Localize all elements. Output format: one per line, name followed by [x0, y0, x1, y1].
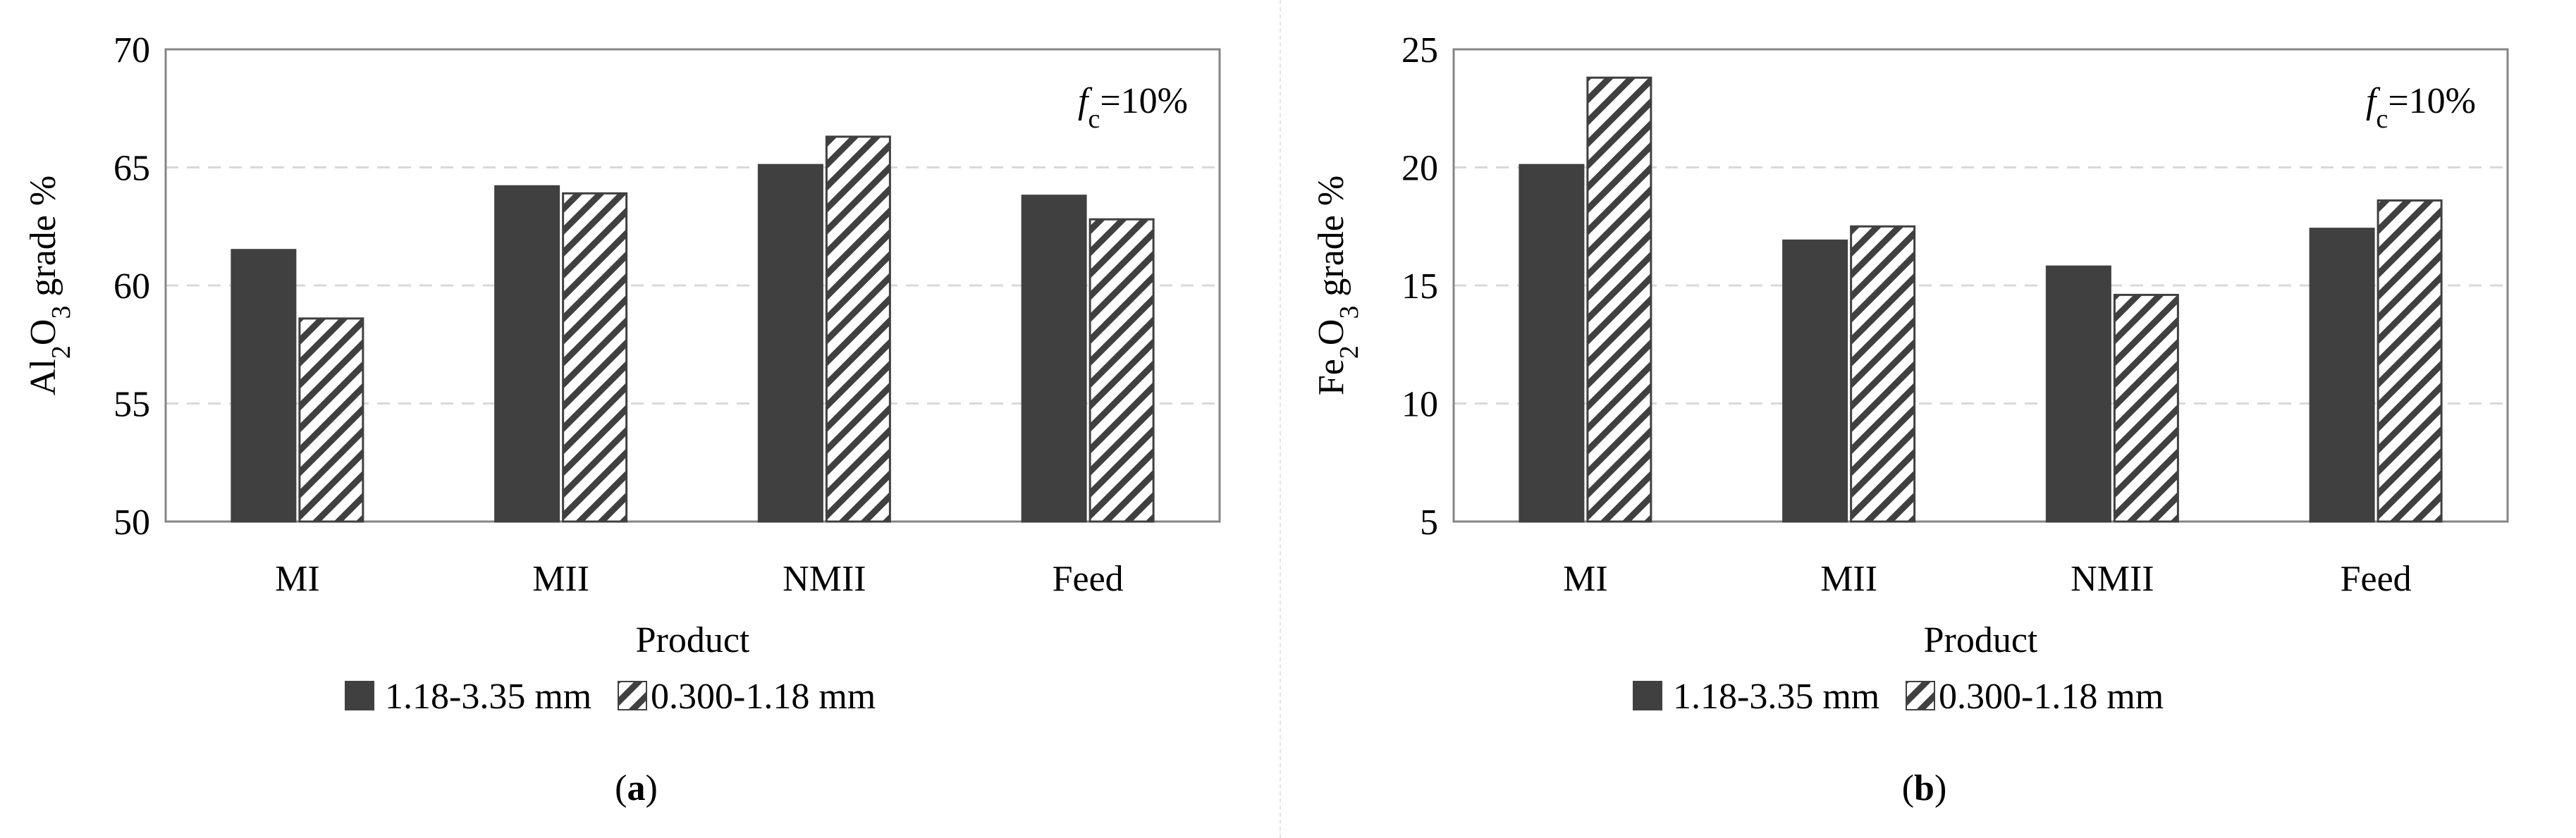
bar-mi-series-2 — [298, 317, 364, 523]
bar-mii-series-2 — [1850, 225, 1916, 523]
bar-nmii-series-2 — [2113, 293, 2179, 523]
y-tick-label: 10 — [1402, 385, 1438, 425]
x-category-label: MI — [275, 559, 320, 599]
plot-frame — [164, 48, 1221, 523]
chart-panel-a: 50 55 60 65 70 MI MII NMII Feed Product Al2O3 grad… — [23, 30, 1221, 808]
y-tick-label: 60 — [114, 266, 150, 307]
bar-nmii-series-2 — [825, 135, 891, 523]
y-tick-label: 5 — [1420, 503, 1438, 543]
bar-mi-series-1 — [1519, 164, 1585, 523]
x-category-label: Feed — [1053, 559, 1124, 599]
bar-nmii-series-1 — [757, 164, 823, 523]
x-category-label: MII — [1820, 559, 1877, 599]
legend-label: 0.300-1.18 mm — [651, 677, 876, 717]
chart-a: 50 55 60 65 70 MI MII NMII Feed Product Al2O3 grad… — [23, 30, 1221, 808]
legend: 1.18-3.35 mm 0.300-1.18 mm — [1633, 677, 2164, 717]
y-tick-label: 50 — [114, 503, 150, 543]
bar-nmii-series-1 — [2045, 265, 2111, 523]
legend-swatch-solid — [345, 681, 374, 710]
bar-mii-series-1 — [1782, 239, 1848, 523]
legend-swatch-hatch — [618, 681, 647, 710]
y-tick-label: 15 — [1402, 266, 1438, 307]
fc-annotation: fc=10% — [1078, 81, 1188, 134]
x-category-label: NMII — [783, 559, 866, 599]
y-tick-label: 70 — [114, 30, 150, 70]
chart-b: 5 10 15 20 25 MI MII NMII Feed Product Fe2O3 grade… — [1311, 30, 2509, 808]
plot-frame — [1452, 48, 2509, 523]
x-category-label: NMII — [2071, 559, 2154, 599]
legend-label: 1.18-3.35 mm — [385, 677, 591, 717]
bar-mi-series-1 — [231, 249, 297, 523]
x-axis-label: Product — [1924, 620, 2038, 660]
bar-feed-series-2 — [1088, 218, 1155, 523]
y-axis-label: Fe2O3 grade % — [1311, 175, 1364, 395]
x-category-label: MII — [532, 559, 589, 599]
panel-caption: (a) — [615, 768, 658, 808]
bar-feed-series-1 — [2309, 228, 2375, 523]
legend: 1.18-3.35 mm 0.300-1.18 mm — [345, 677, 876, 717]
bar-mii-series-1 — [494, 185, 560, 523]
bar-feed-series-1 — [1021, 195, 1087, 523]
x-category-label: Feed — [2341, 559, 2412, 599]
bar-feed-series-2 — [2376, 199, 2443, 523]
legend-swatch-hatch — [1906, 681, 1935, 710]
panel-divider — [1280, 0, 1281, 838]
chart-panel-b: 5 10 15 20 25 MI MII NMII Feed Product Fe2O3 grade… — [1288, 0, 2576, 838]
panel-caption: (b) — [1902, 768, 1947, 808]
y-tick-label: 55 — [114, 385, 150, 425]
y-tick-label: 20 — [1402, 149, 1438, 189]
y-tick-label: 65 — [114, 149, 150, 189]
legend-label: 1.18-3.35 mm — [1673, 677, 1879, 717]
y-axis-label: Al2O3 grade % — [23, 175, 76, 395]
legend-swatch-solid — [1633, 681, 1662, 710]
fc-annotation: fc=10% — [2366, 81, 2476, 134]
legend-label: 0.300-1.18 mm — [1939, 677, 2164, 717]
x-axis-label: Product — [636, 620, 750, 660]
y-tick-label: 25 — [1402, 30, 1438, 70]
bar-mii-series-2 — [562, 192, 628, 523]
bar-mi-series-2 — [1586, 76, 1652, 523]
x-category-label: MI — [1563, 559, 1608, 599]
